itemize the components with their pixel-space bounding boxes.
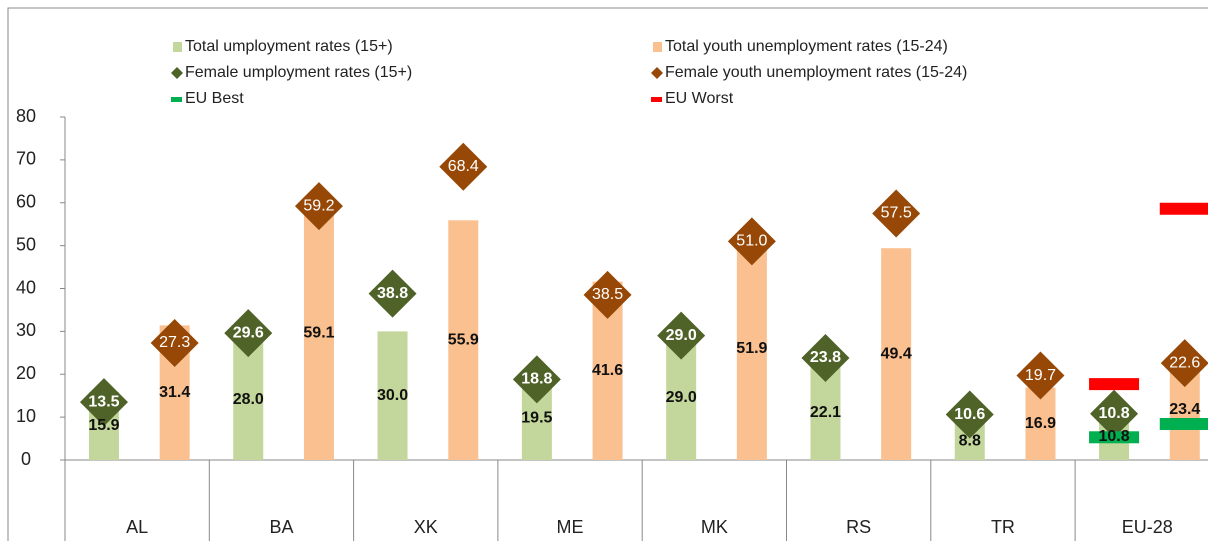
bar — [736, 237, 767, 460]
data-label: 41.6 — [592, 362, 623, 379]
legend-label: EU Best — [185, 90, 244, 107]
data-label: 19.7 — [1025, 367, 1056, 384]
data-label: 51.0 — [736, 233, 767, 250]
diamond-marker — [801, 333, 850, 382]
legend-swatch — [173, 42, 182, 52]
diamond-marker — [1016, 351, 1065, 400]
legend-label: EU Worst — [665, 90, 734, 107]
data-label: 31.4 — [159, 384, 190, 401]
x-tick-label: EU-28 — [1122, 517, 1173, 537]
data-label: 10.6 — [954, 406, 985, 423]
legend-swatch — [651, 67, 663, 79]
y-tick-label: 30 — [16, 320, 36, 340]
y-tick-label: 10 — [16, 406, 36, 426]
data-label: 22.1 — [810, 404, 841, 421]
legend-swatch — [171, 67, 183, 79]
data-label: 59.1 — [303, 325, 334, 342]
data-label: 23.8 — [810, 349, 841, 366]
data-label: 16.9 — [1025, 415, 1056, 432]
y-tick-label: 0 — [21, 449, 31, 469]
diamond-marker — [657, 311, 706, 360]
data-label: 30.0 — [377, 387, 408, 404]
bar — [233, 339, 264, 460]
legend-label: Female umployment rates (15+) — [185, 64, 412, 81]
y-tick-label: 60 — [16, 192, 36, 212]
data-label: 57.5 — [881, 205, 912, 222]
eu-marker — [1159, 417, 1208, 430]
diamond-marker — [439, 142, 488, 191]
y-tick-label: 20 — [16, 363, 36, 383]
data-label: 29.0 — [666, 327, 697, 344]
data-label: 51.9 — [736, 340, 767, 357]
legend-swatch — [653, 42, 662, 52]
eu-marker — [1089, 378, 1140, 391]
data-label: 29.6 — [233, 324, 264, 341]
data-label: 59.2 — [303, 197, 334, 214]
x-tick-label: XK — [414, 517, 438, 537]
bar — [377, 331, 408, 460]
x-tick-label: RS — [846, 517, 871, 537]
data-label: 22.6 — [1169, 354, 1200, 371]
legend-swatch — [171, 97, 182, 102]
data-label: 10.8 — [1098, 405, 1129, 422]
legend-label: Total umployment rates (15+) — [185, 38, 393, 55]
data-label: 10.8 — [1098, 428, 1129, 445]
diamond-marker — [583, 270, 632, 319]
y-tick-label: 70 — [16, 149, 36, 169]
data-label: 18.8 — [521, 371, 552, 388]
eu-marker — [1089, 431, 1140, 444]
chart-border — [7, 7, 1208, 541]
data-label: 68.4 — [448, 158, 479, 175]
x-tick-label: BA — [269, 517, 293, 537]
data-label: 55.9 — [448, 331, 479, 348]
data-label: 8.8 — [959, 432, 981, 449]
eu-marker — [1159, 202, 1208, 215]
x-tick-label: TR — [991, 517, 1015, 537]
diamond-marker — [224, 309, 273, 358]
x-tick-label: AL — [126, 517, 148, 537]
diamond-marker — [294, 182, 343, 231]
y-tick-label: 40 — [16, 277, 36, 297]
diamond-marker — [79, 378, 128, 427]
diamond-marker — [872, 189, 921, 238]
legend-label: Female youth unemployment rates (15-24) — [665, 64, 967, 81]
bar — [881, 248, 912, 460]
diamond-marker — [727, 217, 776, 266]
data-label: 28.0 — [233, 391, 264, 408]
legend-label: Total youth unemployment rates (15-24) — [665, 38, 948, 55]
x-tick-label: MK — [701, 517, 728, 537]
data-label: 49.4 — [881, 345, 912, 362]
data-label: 27.3 — [159, 334, 190, 351]
bar — [1025, 387, 1056, 460]
bar — [303, 206, 334, 460]
diamond-marker — [1160, 339, 1208, 388]
diamond-marker — [945, 390, 994, 439]
diamond-marker — [1090, 389, 1139, 438]
data-label: 13.5 — [88, 393, 119, 410]
bar — [448, 220, 479, 460]
diamond-marker — [368, 269, 417, 318]
data-label: 15.9 — [88, 417, 119, 434]
legend-swatch — [651, 97, 662, 102]
data-label: 38.5 — [592, 286, 623, 303]
data-label: 19.5 — [521, 409, 552, 426]
data-label: 29.0 — [666, 389, 697, 406]
y-tick-label: 50 — [16, 234, 36, 254]
diamond-marker — [150, 318, 199, 367]
x-tick-label: ME — [557, 517, 584, 537]
y-tick-label: 80 — [16, 106, 36, 126]
data-label: 23.4 — [1169, 401, 1200, 418]
diamond-marker — [512, 355, 561, 404]
data-label: 38.8 — [377, 285, 408, 302]
